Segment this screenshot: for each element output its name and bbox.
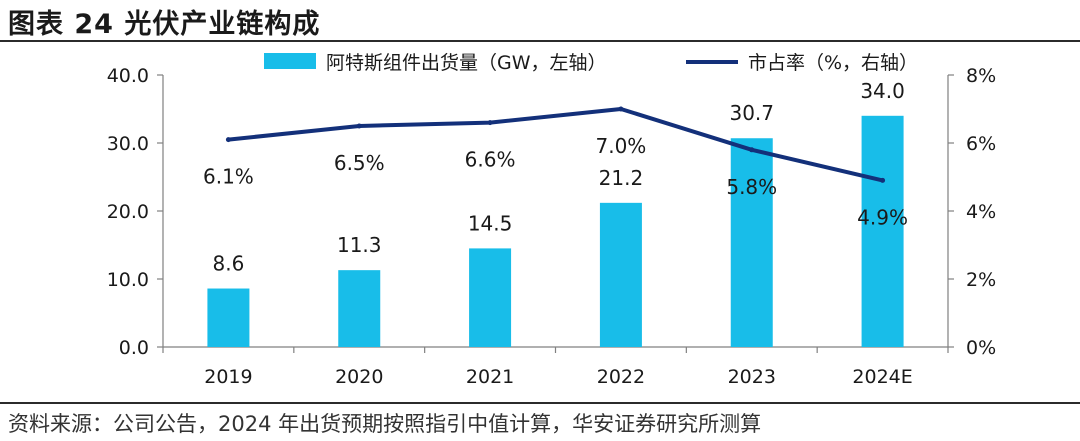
line-point xyxy=(749,147,755,153)
line-point xyxy=(618,106,624,112)
line-point xyxy=(880,177,886,183)
bar-shipment xyxy=(338,270,381,347)
x-tick-label: 2021 xyxy=(466,366,514,388)
left-tick-label: 0.0 xyxy=(119,337,149,359)
bar-data-label: 30.7 xyxy=(729,101,774,125)
line-data-label: 6.6% xyxy=(465,148,516,172)
left-tick-label: 20.0 xyxy=(107,201,149,223)
bar-data-label: 34.0 xyxy=(860,79,905,103)
right-tick-label: 2% xyxy=(966,269,996,291)
figure-title: 图表 24 光伏产业链构成 xyxy=(8,9,321,40)
bar-shipment xyxy=(469,248,512,347)
right-tick-label: 6% xyxy=(966,133,996,155)
x-tick-label: 2020 xyxy=(335,366,383,388)
left-tick-label: 10.0 xyxy=(107,269,149,291)
right-tick-label: 8% xyxy=(966,65,996,87)
line-data-label: 6.5% xyxy=(334,151,385,175)
x-tick-label: 2022 xyxy=(597,366,645,388)
source-note: 资料来源：公司公告，2024 年出货预期按照指引中值计算，华安证券研究所测算 xyxy=(8,412,762,436)
line-data-label: 4.9% xyxy=(857,205,908,229)
combo-chart: 0.0 10.0 20.0 30.0 40.0 0% 2% 4% 6% 8% 2019 2020 202… xyxy=(107,52,996,388)
x-tick-label: 2023 xyxy=(728,366,776,388)
line-point xyxy=(225,137,231,143)
x-tick-label: 2024E xyxy=(852,366,912,388)
right-tick-label: 0% xyxy=(966,337,996,359)
title-divider xyxy=(0,40,1080,42)
left-tick-label: 40.0 xyxy=(107,65,149,87)
legend-bar-label: 阿特斯组件出货量（GW，左轴） xyxy=(326,52,607,74)
legend-line-label: 市占率（%，右轴） xyxy=(748,52,918,74)
bar-shipment xyxy=(599,202,642,347)
x-tick-label: 2019 xyxy=(204,366,252,388)
line-data-label: 6.1% xyxy=(203,165,254,189)
line-point xyxy=(356,123,362,129)
line-market-share xyxy=(228,107,884,183)
bar-data-label: 8.6 xyxy=(213,252,245,276)
bar-shipment xyxy=(730,138,773,347)
left-tick-label: 30.0 xyxy=(107,133,149,155)
bar-shipment xyxy=(207,288,250,347)
line-point xyxy=(487,120,493,126)
bar-shipment xyxy=(861,115,904,347)
source-divider xyxy=(0,402,1080,404)
legend-bar-swatch xyxy=(264,53,316,69)
bar-data-label: 21.2 xyxy=(599,166,644,190)
line-data-label: 7.0% xyxy=(596,134,647,158)
bar-data-label: 14.5 xyxy=(468,211,513,235)
right-tick-label: 4% xyxy=(966,201,996,223)
line-data-label: 5.8% xyxy=(726,175,777,199)
bar-data-label: 11.3 xyxy=(337,233,382,257)
